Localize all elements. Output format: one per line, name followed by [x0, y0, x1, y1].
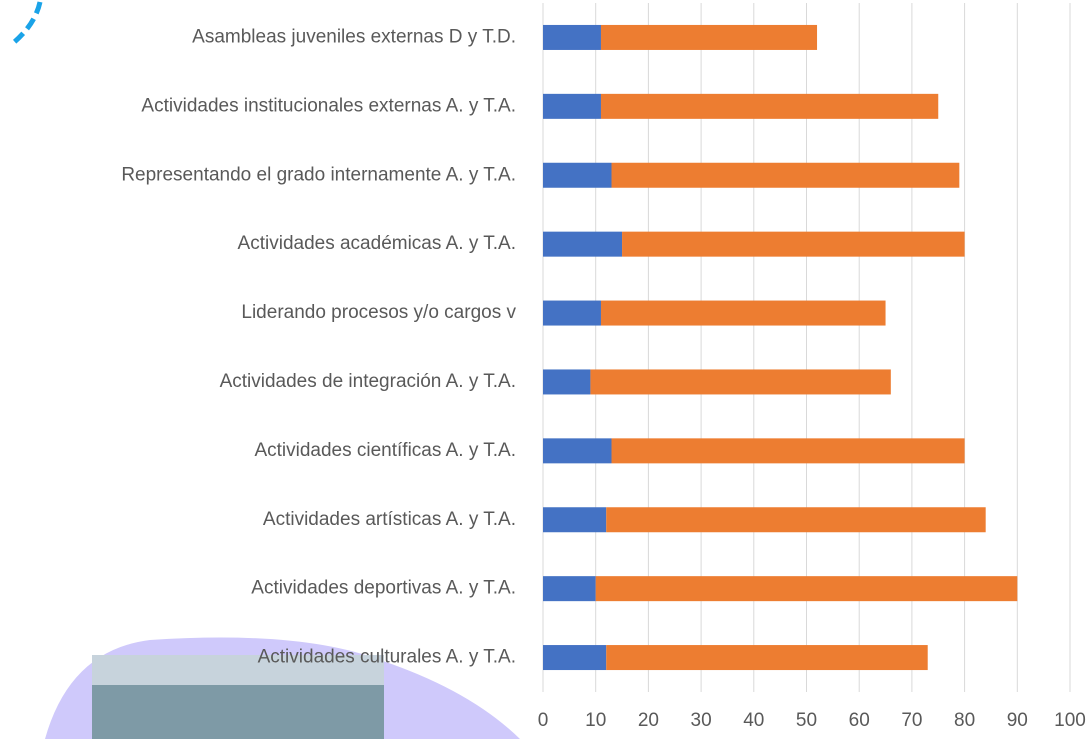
x-tick-label: 40	[743, 710, 764, 731]
decoration-arc	[12, 2, 40, 44]
bar-segment	[606, 645, 927, 670]
x-tick-label: 50	[796, 710, 817, 731]
x-tick-label: 80	[954, 710, 975, 731]
x-tick-label: 20	[638, 710, 659, 731]
bar-segment	[612, 438, 965, 463]
bar-segment	[606, 507, 985, 532]
bar-segment	[543, 369, 590, 394]
x-tick-label: 60	[849, 710, 870, 731]
x-tick-label: 0	[538, 710, 549, 731]
y-tick-label: Representando el grado internamente A. y…	[121, 164, 516, 185]
bar-segment	[601, 94, 938, 119]
y-tick-label: Actividades académicas A. y T.A.	[238, 233, 516, 254]
bar-segment	[543, 301, 601, 326]
y-tick-label: Liderando procesos y/o cargos v	[241, 302, 516, 323]
bar-segment	[543, 232, 622, 257]
x-tick-label: 100	[1054, 710, 1086, 731]
y-tick-label: Actividades de integración A. y T.A.	[220, 371, 516, 392]
chart: 0 10 20 30 40 50 60 70 80 90 100 Asambleas juvenile…	[0, 0, 1090, 739]
bar-segment	[601, 301, 886, 326]
bar-segment	[543, 163, 612, 188]
bar-segment	[543, 438, 612, 463]
bar-segment	[601, 25, 817, 50]
bar-segment	[612, 163, 960, 188]
bar-segment	[590, 369, 890, 394]
bar-segment	[543, 25, 601, 50]
bar-segment	[622, 232, 965, 257]
bar-segment	[543, 645, 606, 670]
page: {"chart_data": {"type": "stacked-barh", …	[0, 0, 1090, 739]
bar-segment	[543, 507, 606, 532]
y-tick-label: Actividades deportivas A. y T.A.	[251, 578, 516, 599]
y-tick-label: Asambleas juveniles externas D y T.D.	[192, 26, 516, 47]
y-tick-label: Actividades institucionales externas A. …	[141, 95, 516, 116]
x-tick-label: 90	[1007, 710, 1028, 731]
plot-area: 0 10 20 30 40 50 60 70 80 90 100 Asambleas juvenile…	[121, 3, 1086, 731]
bar-segment	[596, 576, 1018, 601]
y-tick-label: Actividades culturales A. y T.A.	[258, 647, 516, 668]
y-tick-label: Actividades científicas A. y T.A.	[254, 440, 516, 461]
x-tick-label: 70	[901, 710, 922, 731]
bar-segment	[543, 576, 596, 601]
y-tick-label: Actividades artísticas A. y T.A.	[263, 509, 516, 530]
x-tick-label: 30	[691, 710, 712, 731]
bar-segment	[543, 94, 601, 119]
x-tick-label: 10	[585, 710, 606, 731]
